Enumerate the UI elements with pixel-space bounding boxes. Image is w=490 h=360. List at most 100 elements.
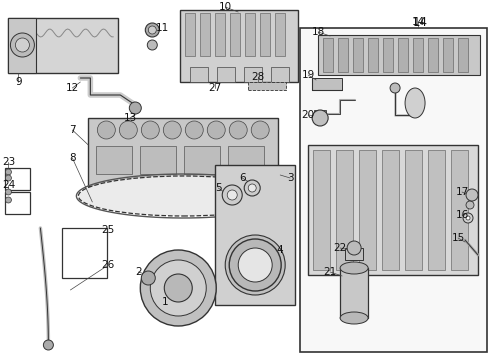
Bar <box>5 168 30 190</box>
Circle shape <box>44 340 53 350</box>
Text: 22: 22 <box>334 243 347 253</box>
Bar <box>443 38 453 72</box>
Bar <box>312 78 342 90</box>
Text: 17: 17 <box>455 187 468 197</box>
Circle shape <box>347 241 361 255</box>
Ellipse shape <box>141 121 159 139</box>
Ellipse shape <box>163 121 181 139</box>
Text: 5: 5 <box>215 183 221 193</box>
Circle shape <box>147 40 157 50</box>
Bar <box>368 38 378 72</box>
Text: 9: 9 <box>15 77 22 87</box>
Ellipse shape <box>78 176 288 216</box>
Circle shape <box>222 185 242 205</box>
Bar <box>5 192 30 214</box>
Bar <box>458 38 468 72</box>
Text: 15: 15 <box>451 233 465 243</box>
Text: 25: 25 <box>102 225 115 235</box>
Circle shape <box>150 260 206 316</box>
Bar <box>353 38 363 72</box>
Bar <box>314 110 326 118</box>
Bar <box>413 38 423 72</box>
Text: 10: 10 <box>219 2 232 12</box>
Ellipse shape <box>120 121 137 139</box>
Bar <box>313 150 330 270</box>
Bar <box>200 13 210 56</box>
Bar <box>338 38 348 72</box>
Text: 7: 7 <box>69 125 75 135</box>
Bar <box>248 82 286 90</box>
Bar <box>383 38 393 72</box>
Text: 11: 11 <box>156 23 169 33</box>
Text: 14: 14 <box>412 17 425 27</box>
Bar <box>215 165 295 305</box>
Circle shape <box>5 197 11 203</box>
Circle shape <box>15 38 29 52</box>
Circle shape <box>225 235 285 295</box>
Bar <box>300 28 487 352</box>
Circle shape <box>466 201 474 209</box>
Circle shape <box>463 213 473 223</box>
Circle shape <box>227 190 237 200</box>
Text: 23: 23 <box>2 157 15 167</box>
Circle shape <box>148 26 156 34</box>
Bar <box>8 18 118 73</box>
Bar <box>340 268 368 318</box>
Circle shape <box>238 248 272 282</box>
Bar <box>451 150 468 270</box>
Bar <box>260 13 270 56</box>
Text: 14: 14 <box>413 15 428 28</box>
Circle shape <box>229 239 281 291</box>
Bar <box>180 10 298 82</box>
Ellipse shape <box>185 121 203 139</box>
Circle shape <box>390 83 400 93</box>
Circle shape <box>466 216 470 220</box>
Bar <box>8 18 36 73</box>
Text: 1: 1 <box>162 297 169 307</box>
Text: 26: 26 <box>102 260 115 270</box>
Text: 8: 8 <box>69 153 75 163</box>
Circle shape <box>141 271 155 285</box>
Ellipse shape <box>340 262 368 274</box>
Bar <box>190 67 208 82</box>
Circle shape <box>164 274 192 302</box>
Bar <box>271 67 289 82</box>
Bar <box>88 118 278 186</box>
Bar <box>428 150 445 270</box>
Text: 20: 20 <box>302 110 315 120</box>
Ellipse shape <box>98 121 115 139</box>
Bar <box>140 146 176 174</box>
Text: 2: 2 <box>135 267 142 277</box>
Circle shape <box>248 184 256 192</box>
Bar <box>405 150 422 270</box>
Bar <box>97 146 132 174</box>
Text: 24: 24 <box>2 180 15 190</box>
Bar <box>185 13 195 56</box>
Circle shape <box>312 110 328 126</box>
Ellipse shape <box>340 312 368 324</box>
Circle shape <box>5 189 11 195</box>
Text: 12: 12 <box>66 83 79 93</box>
Bar <box>230 13 240 56</box>
Bar <box>428 38 438 72</box>
Ellipse shape <box>405 88 425 118</box>
Bar <box>62 228 107 278</box>
Bar <box>308 145 478 275</box>
Ellipse shape <box>229 121 247 139</box>
Bar <box>336 150 353 270</box>
Text: 27: 27 <box>209 83 222 93</box>
Bar <box>184 146 220 174</box>
Bar <box>382 150 399 270</box>
Text: 28: 28 <box>251 72 265 82</box>
Bar <box>244 67 262 82</box>
Bar <box>275 13 285 56</box>
Bar <box>323 38 333 72</box>
Text: 18: 18 <box>312 27 325 37</box>
Text: 19: 19 <box>301 70 315 80</box>
Bar <box>228 146 264 174</box>
Circle shape <box>466 189 478 201</box>
Bar <box>318 35 480 75</box>
Circle shape <box>146 23 159 37</box>
Ellipse shape <box>251 121 269 139</box>
Text: 16: 16 <box>455 210 468 220</box>
